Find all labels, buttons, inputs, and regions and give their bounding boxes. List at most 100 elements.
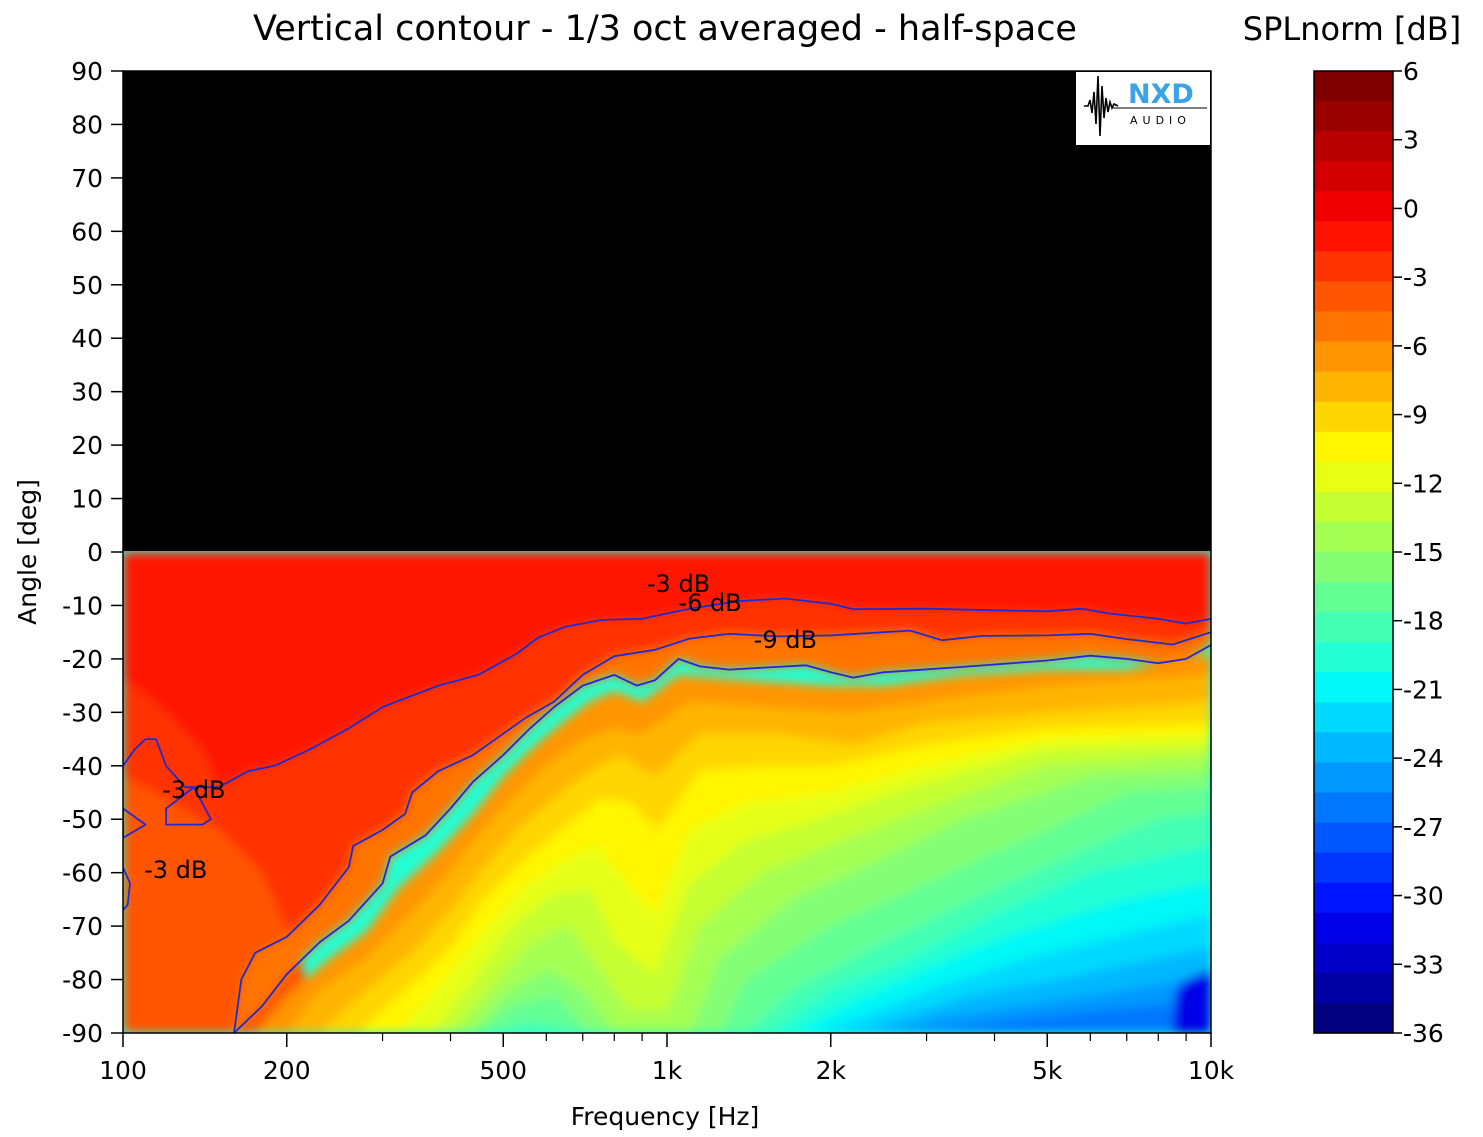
colorbar-band (1314, 221, 1393, 252)
colorbar-tick-label: 3 (1403, 126, 1419, 155)
colorbar-band (1314, 702, 1393, 733)
y-tick-label: -30 (62, 698, 103, 727)
colorbar-band (1314, 401, 1393, 433)
colorbar-band (1314, 552, 1393, 583)
colorbar-band (1314, 341, 1393, 373)
contour-fill-region (926, 1000, 1211, 1033)
y-tick-label: 70 (71, 164, 103, 193)
logo-subtext: AUDIO (1130, 114, 1191, 127)
contour-line (123, 807, 147, 839)
colorbar-band (1314, 672, 1393, 703)
no-data-region (123, 71, 1211, 551)
colorbar-band (1314, 431, 1393, 463)
y-tick-label: -40 (62, 752, 103, 781)
contour-label: -3 dB (144, 856, 207, 884)
colorbar-band (1314, 912, 1393, 944)
y-tick-label: 30 (71, 378, 103, 407)
colorbar-band (1314, 311, 1393, 343)
y-tick-label: -80 (62, 966, 103, 995)
waveform-icon (1084, 75, 1119, 137)
colorbar-band (1314, 582, 1393, 613)
colorbar-tick-label: -12 (1403, 469, 1444, 498)
x-axis-label: Frequency [Hz] (571, 1102, 760, 1131)
y-axis-label: Angle [deg] (13, 479, 42, 625)
colorbar-band (1314, 461, 1393, 493)
nxd-logo: NXD AUDIO (1076, 72, 1210, 145)
colorbar-tick-label: -30 (1403, 882, 1444, 911)
contour-fill-region (123, 552, 1211, 788)
colorbar-band (1314, 521, 1393, 553)
colorbar-band (1314, 131, 1393, 162)
colorbar-band (1314, 822, 1393, 854)
chart-title: Vertical contour - 1/3 oct averaged - ha… (253, 9, 1077, 49)
plot-area: -3 dB-6 dB-9 dB-3 dB-3 dB (123, 71, 1211, 1033)
colorbar-band (1314, 732, 1393, 764)
colorbar-tick-label: -18 (1403, 607, 1444, 636)
colorbar-band (1314, 942, 1393, 974)
x-tick-label: 1k (652, 1056, 683, 1085)
contour-line (165, 786, 212, 826)
colorbar-tick-label: 0 (1403, 194, 1419, 223)
x-tick-label: 2k (816, 1056, 847, 1085)
y-tick-label: 50 (71, 271, 103, 300)
colorbar-tick-label: -33 (1403, 950, 1444, 979)
x-tick-label: 200 (263, 1056, 311, 1085)
colorbar-tick-label: -3 (1403, 263, 1428, 292)
colorbar-tick-label: -24 (1403, 744, 1444, 773)
contour-label: -6 dB (678, 589, 741, 617)
colorbar-tick-label: -6 (1403, 332, 1428, 361)
y-tick-label: 40 (71, 324, 103, 353)
x-tick-label: 500 (479, 1056, 527, 1085)
contour-fill-region (1172, 968, 1211, 1033)
y-tick-label: -20 (62, 645, 103, 674)
y-tick-label: -70 (62, 912, 103, 941)
contour-labels: -3 dB-6 dB-9 dB-3 dB-3 dB (144, 570, 817, 884)
colorbar-title: SPLnorm [dB] (1243, 10, 1461, 48)
colorbar-band (1314, 642, 1393, 673)
y-tick-label: 60 (71, 217, 103, 246)
colorbar-tick-label: 6 (1403, 57, 1419, 86)
colorbar-band (1314, 972, 1393, 1004)
colorbar-band (1314, 852, 1393, 884)
colorbar-band (1314, 281, 1393, 313)
y-axis: 90 80 70 60 50 40 30 20 10 0 -10 -20 -30 -40 -50 -60 -70… (62, 57, 123, 1048)
x-tick-label: 5k (1032, 1056, 1063, 1085)
y-tick-label: -50 (62, 805, 103, 834)
colorbar-tick-label: -36 (1403, 1019, 1444, 1048)
x-tick-label: 100 (99, 1056, 147, 1085)
y-tick-label: 80 (71, 110, 103, 139)
y-tick-label: -90 (62, 1019, 103, 1048)
y-tick-label: -10 (62, 591, 103, 620)
contour-label: -9 dB (754, 626, 817, 654)
field-layer (123, 552, 1211, 1033)
y-tick-label: 10 (71, 485, 103, 514)
colorbar-tick-label: -21 (1403, 675, 1444, 704)
y-tick-label: 0 (87, 538, 103, 567)
colorbar-band (1314, 161, 1393, 192)
contour-label: -3 dB (647, 570, 710, 598)
colorbar-tick-label: -9 (1403, 401, 1428, 430)
colorbar-band (1314, 1002, 1393, 1034)
contour-line (233, 629, 1211, 1033)
colorbar-band (1314, 251, 1393, 283)
colorbar-band (1314, 762, 1393, 794)
contour-line (233, 644, 1211, 1033)
colorbar-band (1314, 792, 1393, 824)
contour-fill-region (123, 598, 1211, 1033)
colorbar-band (1314, 371, 1393, 403)
y-tick-label: 20 (71, 431, 103, 460)
contour-lines (123, 597, 1211, 1033)
colorbar-band (1314, 882, 1393, 914)
y-tick-label: 90 (71, 57, 103, 86)
logo-wordmark: NXD (1128, 79, 1194, 110)
colorbar-band (1314, 191, 1393, 222)
y-tick-label: -60 (62, 859, 103, 888)
contour-line (123, 866, 131, 911)
x-axis: 100 200 500 1k 2k 5k 10k (99, 1033, 1235, 1085)
colorbar: 6 3 0 -3 -6 -9 -12 -15 -18 -21 -24 -27 -30 -33 -36 (1313, 57, 1444, 1048)
colorbar-band (1314, 491, 1393, 523)
contour-line (123, 597, 1211, 789)
colorbar-band (1314, 101, 1393, 132)
colorbar-band (1314, 71, 1393, 102)
